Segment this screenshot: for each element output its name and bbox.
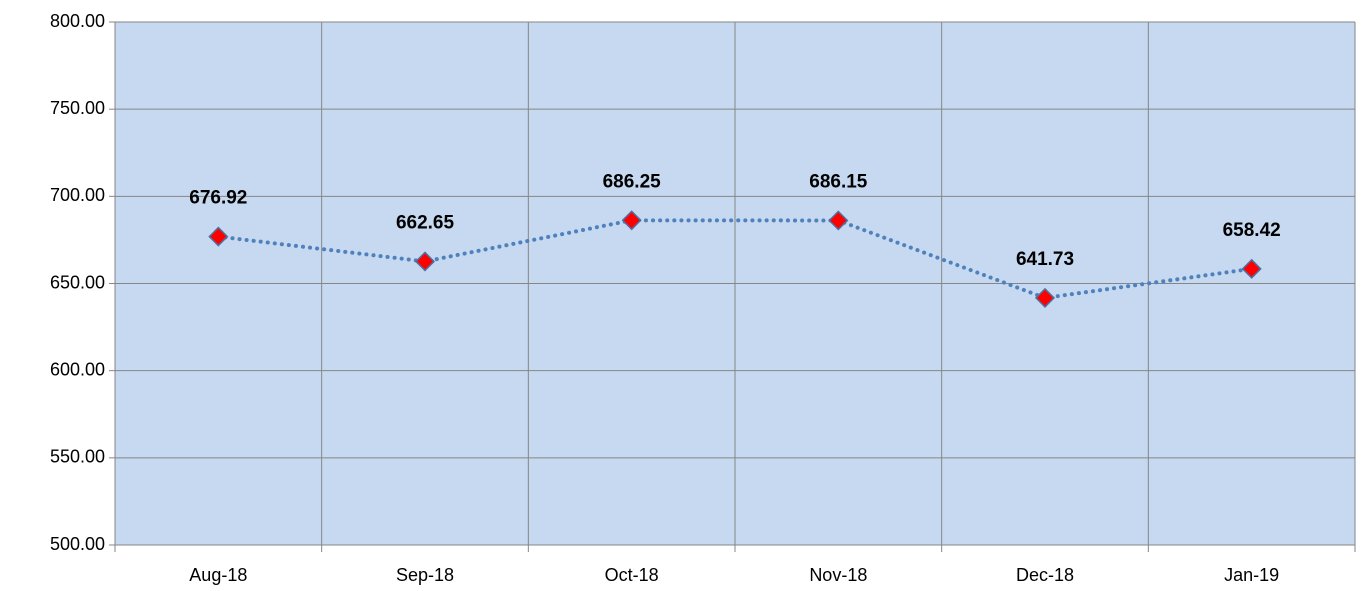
x-tick-label: Nov-18 [809, 565, 867, 585]
data-label: 686.25 [603, 171, 662, 192]
marker [208, 226, 229, 247]
data-label: 676.92 [189, 188, 247, 209]
y-tick-label: 650.00 [50, 272, 105, 292]
data-label: 686.15 [809, 171, 868, 192]
data-label: 662.65 [396, 212, 455, 233]
marker [621, 210, 642, 231]
series-line [216, 218, 1254, 300]
y-tick-label: 700.00 [50, 185, 105, 205]
data-label: 641.73 [1016, 249, 1074, 270]
marker [828, 210, 849, 231]
marker [414, 251, 436, 272]
y-tick-label: 600.00 [50, 359, 105, 379]
y-tick-label: 800.00 [50, 11, 105, 31]
x-tick-label: Oct-18 [605, 565, 659, 585]
marker [1034, 287, 1056, 308]
data-label: 658.42 [1223, 220, 1281, 241]
marker [1241, 258, 1262, 279]
x-tick-label: Aug-18 [189, 565, 247, 585]
x-tick-label: Dec-18 [1016, 565, 1074, 585]
y-tick-label: 550.00 [50, 447, 105, 467]
y-tick-label: 750.00 [50, 98, 105, 118]
x-tick-label: Sep-18 [396, 565, 454, 585]
y-tick-label: 500.00 [50, 534, 105, 554]
x-tick-label: Jan-19 [1224, 565, 1279, 585]
